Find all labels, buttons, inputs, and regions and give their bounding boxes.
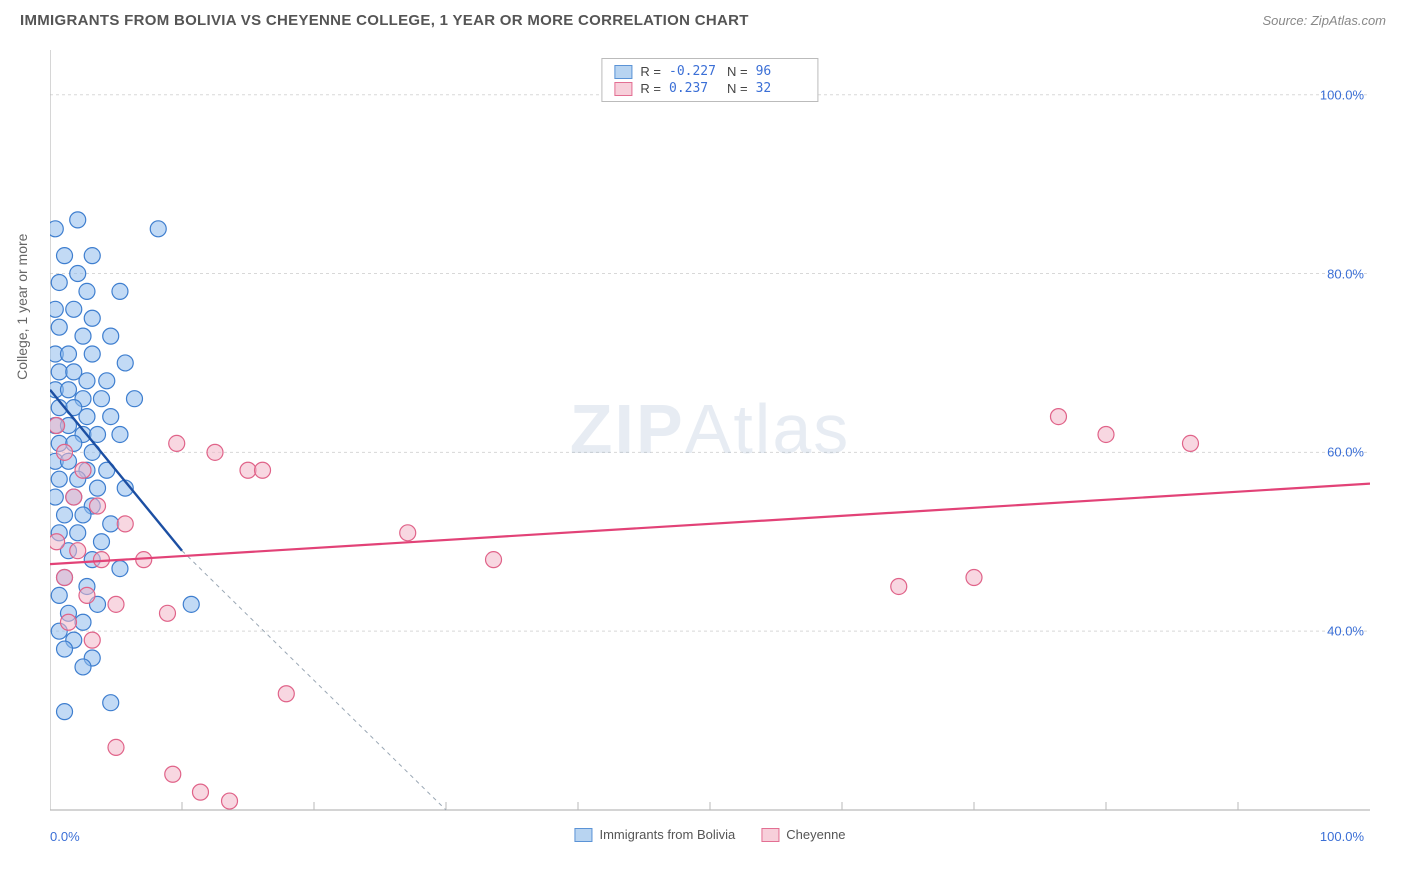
legend-item-bolivia: Immigrants from Bolivia xyxy=(574,827,735,842)
correlation-legend: R = -0.227 N = 96 R = 0.237 N = 32 xyxy=(601,58,818,102)
series-legend: Immigrants from Bolivia Cheyenne xyxy=(574,827,845,842)
y-axis-tick-label: 100.0% xyxy=(1320,87,1364,102)
y-axis-tick-label: 40.0% xyxy=(1327,624,1364,639)
chart-area: College, 1 year or more ZIPAtlas R = -0.… xyxy=(50,50,1370,840)
x-axis-min-label: 0.0% xyxy=(50,829,80,844)
x-axis-max-label: 100.0% xyxy=(1320,829,1364,844)
chart-title: IMMIGRANTS FROM BOLIVIA VS CHEYENNE COLL… xyxy=(20,12,749,29)
swatch-icon xyxy=(614,65,632,79)
swatch-icon xyxy=(614,82,632,96)
swatch-icon xyxy=(574,828,592,842)
legend-row-cheyenne: R = 0.237 N = 32 xyxy=(614,80,805,97)
legend-row-bolivia: R = -0.227 N = 96 xyxy=(614,63,805,80)
legend-item-cheyenne: Cheyenne xyxy=(761,827,845,842)
y-axis-tick-label: 80.0% xyxy=(1327,266,1364,281)
y-axis-label: College, 1 year or more xyxy=(14,234,30,380)
source-attribution: Source: ZipAtlas.com xyxy=(1262,13,1386,28)
scatter-plot xyxy=(50,50,1370,840)
swatch-icon xyxy=(761,828,779,842)
y-axis-tick-label: 60.0% xyxy=(1327,445,1364,460)
